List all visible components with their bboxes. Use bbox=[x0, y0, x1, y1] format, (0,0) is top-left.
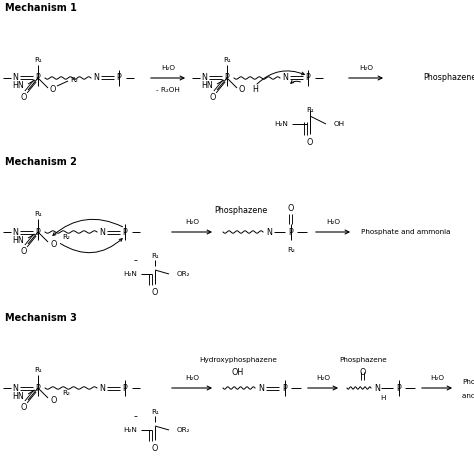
Text: -: - bbox=[133, 411, 137, 421]
Text: N: N bbox=[93, 73, 99, 82]
Text: O: O bbox=[21, 93, 27, 101]
Text: OH: OH bbox=[334, 121, 345, 127]
Text: N: N bbox=[258, 384, 264, 392]
Text: H: H bbox=[252, 86, 258, 94]
Text: R₂: R₂ bbox=[62, 390, 70, 396]
Text: N: N bbox=[99, 384, 105, 392]
Text: N: N bbox=[12, 73, 18, 82]
Text: P: P bbox=[36, 227, 40, 237]
Text: P: P bbox=[117, 73, 121, 82]
Text: Mechanism 2: Mechanism 2 bbox=[5, 157, 77, 167]
Text: N: N bbox=[201, 73, 207, 82]
Text: Phosphazene: Phosphazene bbox=[214, 206, 268, 214]
Text: -: - bbox=[133, 255, 137, 265]
Text: Phosphazene: Phosphazene bbox=[423, 73, 474, 82]
Text: O: O bbox=[288, 204, 294, 213]
Text: P: P bbox=[123, 227, 128, 237]
Text: Phosphate: Phosphate bbox=[462, 379, 474, 385]
Text: Mechanism 1: Mechanism 1 bbox=[5, 3, 77, 13]
Text: O: O bbox=[152, 444, 158, 452]
Text: Phosphate and ammonia: Phosphate and ammonia bbox=[361, 229, 450, 235]
Text: HN: HN bbox=[12, 392, 24, 400]
Text: R₁: R₁ bbox=[151, 253, 159, 259]
Text: Hydroxyphosphazene: Hydroxyphosphazene bbox=[199, 357, 277, 363]
Text: N: N bbox=[12, 384, 18, 392]
Text: H₂O: H₂O bbox=[185, 219, 199, 225]
Text: OR₂: OR₂ bbox=[177, 427, 191, 433]
Text: O: O bbox=[152, 287, 158, 297]
Text: H₂O: H₂O bbox=[316, 375, 330, 381]
Text: P: P bbox=[306, 73, 310, 82]
Text: H₂N: H₂N bbox=[274, 121, 288, 127]
Text: H₂O: H₂O bbox=[326, 219, 340, 225]
Text: P: P bbox=[36, 73, 40, 82]
Text: R₁: R₁ bbox=[151, 409, 159, 415]
Text: OR₂: OR₂ bbox=[177, 271, 191, 277]
Text: N: N bbox=[282, 73, 288, 82]
Text: H₂O: H₂O bbox=[161, 65, 175, 71]
Text: R₁: R₁ bbox=[223, 57, 231, 63]
Text: R₁: R₁ bbox=[34, 57, 42, 63]
Text: O: O bbox=[21, 403, 27, 412]
Text: N: N bbox=[266, 227, 272, 237]
Text: N: N bbox=[12, 227, 18, 237]
Text: P: P bbox=[123, 384, 128, 392]
Text: Mechanism 3: Mechanism 3 bbox=[5, 313, 77, 323]
Text: O: O bbox=[50, 86, 56, 94]
Text: P: P bbox=[36, 384, 40, 392]
Text: O: O bbox=[239, 86, 245, 94]
Text: H: H bbox=[380, 395, 386, 401]
Text: R₁: R₁ bbox=[306, 107, 314, 113]
Text: R₂: R₂ bbox=[287, 247, 295, 253]
Text: H₂N: H₂N bbox=[123, 271, 137, 277]
Text: R₁: R₁ bbox=[34, 211, 42, 217]
Text: P: P bbox=[289, 227, 293, 237]
Text: O: O bbox=[21, 246, 27, 255]
Text: HN: HN bbox=[12, 81, 24, 91]
Text: HN: HN bbox=[12, 235, 24, 245]
Text: N: N bbox=[374, 384, 380, 392]
Text: - R₂OH: - R₂OH bbox=[156, 87, 180, 93]
Text: O: O bbox=[51, 239, 57, 248]
Text: H₂O: H₂O bbox=[359, 65, 373, 71]
Text: R₂: R₂ bbox=[70, 77, 78, 83]
Text: O: O bbox=[307, 138, 313, 146]
Text: P: P bbox=[397, 384, 401, 392]
Text: H₂O: H₂O bbox=[185, 375, 199, 381]
Text: H₂N: H₂N bbox=[123, 427, 137, 433]
Text: Phosphazene: Phosphazene bbox=[339, 357, 387, 363]
Text: R₂: R₂ bbox=[62, 234, 70, 240]
Text: and ammonia: and ammonia bbox=[462, 393, 474, 399]
Text: P: P bbox=[225, 73, 229, 82]
Text: O: O bbox=[360, 367, 366, 377]
Text: OH: OH bbox=[232, 367, 244, 377]
Text: N: N bbox=[99, 227, 105, 237]
Text: O: O bbox=[210, 93, 216, 101]
Text: O: O bbox=[51, 396, 57, 405]
Text: H₂O: H₂O bbox=[430, 375, 444, 381]
Text: HN: HN bbox=[201, 81, 213, 91]
Text: P: P bbox=[283, 384, 287, 392]
Text: R₁: R₁ bbox=[34, 367, 42, 373]
